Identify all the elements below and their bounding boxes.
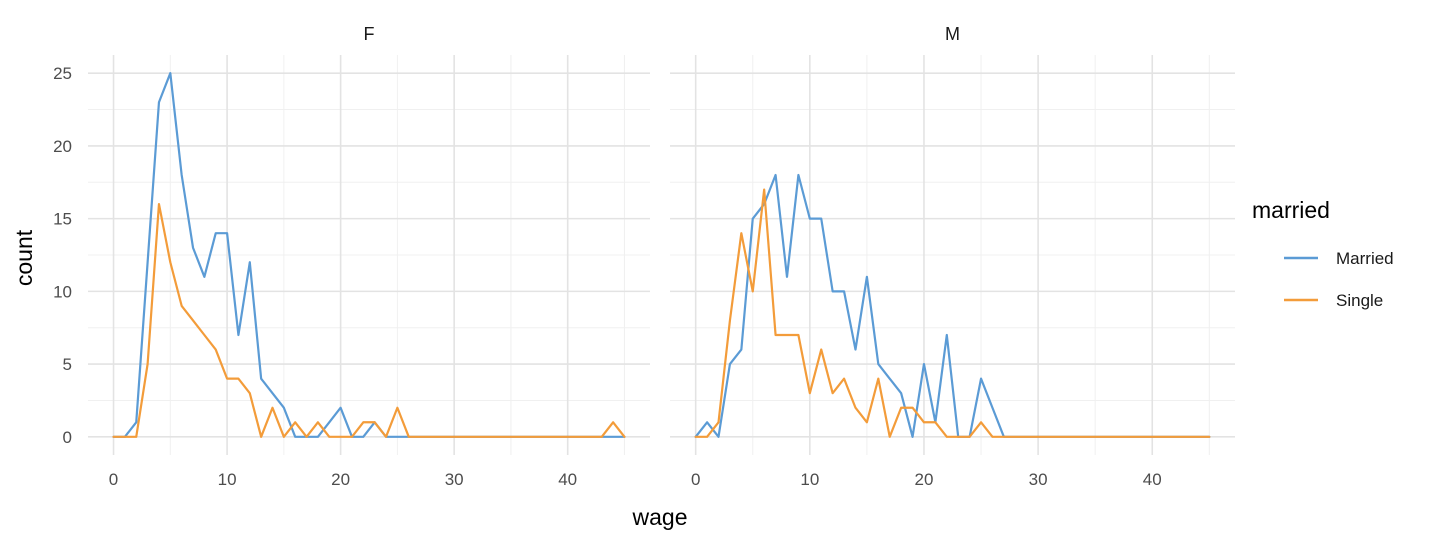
legend-item-married: Married (1284, 249, 1394, 268)
legend: married Married Single (1252, 197, 1394, 310)
x-axis-title: wage (632, 504, 688, 530)
y-tick-label: 5 (63, 355, 72, 374)
y-tick-label: 20 (53, 137, 72, 156)
y-axis-title: count (11, 229, 37, 286)
y-tick-label: 25 (53, 64, 72, 83)
x-tick-label: 40 (558, 470, 577, 489)
legend-items: Married Single (1284, 249, 1394, 310)
series-line-single (694, 188, 1211, 438)
legend-label-single: Single (1336, 291, 1383, 310)
x-tick-label: 40 (1143, 470, 1162, 489)
facet-panel-m: 0 10 20 30 40 M (670, 24, 1235, 489)
legend-title: married (1252, 197, 1330, 223)
x-tick-label: 0 (109, 470, 118, 489)
x-tick-label: 20 (915, 470, 934, 489)
x-tick-label: 30 (1029, 470, 1048, 489)
y-tick-label: 10 (53, 282, 72, 301)
series-line-single (112, 202, 626, 438)
legend-item-single: Single (1284, 291, 1383, 310)
x-tick-label: 20 (331, 470, 350, 489)
y-tick-label: 0 (63, 428, 72, 447)
facet-label: M (945, 24, 960, 44)
x-tick-label: 10 (800, 470, 819, 489)
x-tick-label: 30 (445, 470, 464, 489)
y-tick-label: 15 (53, 210, 72, 229)
x-tick-label: 10 (218, 470, 237, 489)
facet-label: F (364, 24, 375, 44)
facet-panel-f: 0 10 20 30 40 0 5 10 15 20 25 F (53, 24, 650, 489)
legend-label-married: Married (1336, 249, 1394, 268)
x-tick-label: 0 (691, 470, 700, 489)
facets-layer: 0 10 20 30 40 0 5 10 15 20 25 F 0 10 20 30 40 M (53, 24, 1235, 489)
